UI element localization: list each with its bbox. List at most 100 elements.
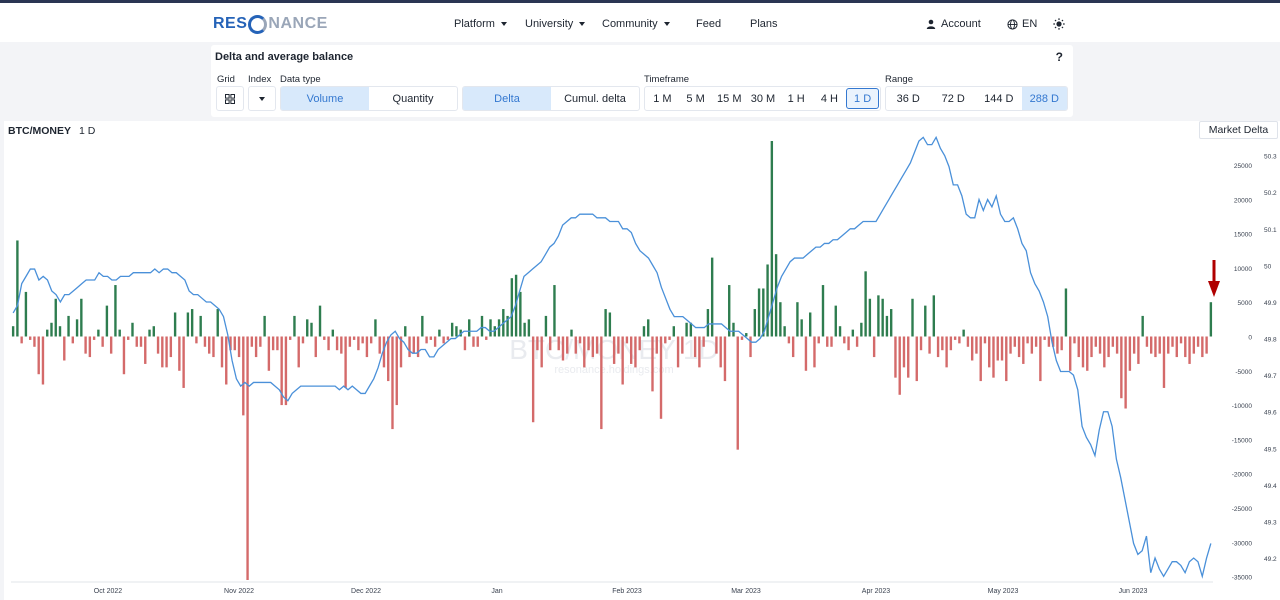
delta-bar [480, 315, 484, 337]
grid-button[interactable] [216, 86, 244, 111]
delta-bar [647, 319, 650, 337]
delta-bar [254, 336, 258, 358]
delta-bar [340, 336, 343, 354]
delta-bar [557, 336, 560, 351]
delta-bar [212, 336, 215, 358]
range-option-36d[interactable]: 36 D [896, 92, 920, 105]
delta-bar [357, 336, 360, 351]
delta-bar [911, 298, 914, 337]
nav-community[interactable]: Community [602, 6, 670, 42]
account-button[interactable]: Account [926, 6, 981, 42]
delta-bar [24, 291, 28, 337]
delta-bar [685, 322, 688, 337]
delta-bar [429, 336, 433, 340]
delta-bar [229, 336, 232, 351]
delta-bar [489, 319, 492, 337]
timeframe-option-4h[interactable]: 4 H [820, 92, 838, 105]
delta-bar [941, 336, 944, 351]
delta-bar [131, 322, 134, 337]
delta-bar [872, 336, 876, 358]
delta-bar [1026, 336, 1029, 344]
delta-bar [561, 336, 565, 361]
mode-cumul-delta-option[interactable]: Cumul. delta [564, 92, 626, 105]
delta-bar [148, 329, 151, 337]
delta-bar [796, 302, 799, 337]
delta-bar [924, 305, 927, 337]
language-selector[interactable]: EN [1007, 6, 1037, 42]
delta-bar [523, 322, 526, 337]
delta-bar [225, 336, 228, 385]
delta-bar [813, 336, 816, 368]
chart-container: BTC/MONEY 1 D Market Delta BTC/MONEY 1D … [4, 121, 1280, 600]
y-tick-label-right: 49.9 [1264, 300, 1277, 307]
delta-bar [672, 326, 675, 337]
delta-bar [412, 336, 415, 354]
delta-bar [702, 336, 705, 347]
delta-bar [996, 336, 999, 361]
delta-bar [676, 336, 680, 368]
range-option-144d[interactable]: 144 D [984, 92, 1014, 105]
market-delta-button[interactable]: Market Delta [1199, 121, 1278, 139]
timeframe-option-5m[interactable]: 5 M [686, 92, 705, 105]
nav-feed[interactable]: Feed [696, 6, 721, 42]
y-tick-label-left: -10000 [1232, 403, 1253, 410]
mode-delta-option[interactable]: Delta [463, 87, 551, 110]
y-tick-label-right: 49.6 [1264, 410, 1277, 417]
delta-bar [1205, 336, 1208, 354]
delta-bar [728, 285, 731, 337]
delta-bar [821, 285, 825, 337]
timeframe-option-15m[interactable]: 15 M [717, 92, 742, 105]
nav-plans[interactable]: Plans [750, 6, 778, 42]
delta-bar [1137, 336, 1140, 364]
delta-bar [595, 336, 599, 354]
nav-plans-label: Plans [750, 18, 778, 30]
theme-toggle[interactable] [1053, 6, 1065, 42]
y-tick-label-left: -35000 [1232, 575, 1253, 582]
delta-bar [1073, 336, 1076, 344]
delta-bar [122, 336, 126, 375]
delta-bar [1124, 336, 1127, 409]
nav-university[interactable]: University [525, 6, 586, 42]
timeframe-option-1m[interactable]: 1 M [653, 92, 672, 105]
delta-bar [84, 336, 87, 354]
data-type-volume-option[interactable]: Volume [281, 87, 369, 110]
delta-bar [638, 336, 641, 351]
help-button[interactable]: ? [1055, 50, 1063, 64]
delta-bar [297, 336, 300, 368]
delta-bar [698, 336, 701, 368]
delta-bar [578, 336, 582, 344]
delta-bar [791, 336, 795, 358]
data-type-quantity-option[interactable]: Quantity [392, 92, 434, 105]
index-dropdown[interactable] [248, 86, 276, 111]
timeframe-option-1d[interactable]: 1 D [846, 88, 879, 109]
delta-bar [659, 336, 663, 419]
delta-bar [348, 336, 352, 347]
y-tick-label-right: 49.8 [1264, 337, 1277, 344]
delta-bar [979, 336, 982, 382]
delta-bar [843, 336, 846, 344]
timeframe-option-1h[interactable]: 1 H [787, 92, 805, 105]
chart-timeframe: 1 D [79, 125, 96, 137]
delta-bar [459, 329, 462, 337]
range-option-72d[interactable]: 72 D [941, 92, 965, 105]
resonance-logo[interactable]: RES NANCE [213, 12, 328, 36]
delta-chart[interactable]: BTC/MONEY 1D resonance.holdings.com 2500… [4, 121, 1280, 600]
timeframe-option-30m[interactable]: 30 M [750, 92, 776, 105]
delta-bar [587, 336, 590, 351]
grid-icon [225, 93, 235, 104]
nav-platform[interactable]: Platform [454, 6, 507, 42]
delta-bar [868, 298, 872, 337]
delta-bar [600, 336, 603, 430]
y-tick-label-left: 15000 [1234, 232, 1252, 239]
delta-bar [63, 336, 66, 361]
index-label: Index [248, 74, 272, 85]
delta-bar [485, 336, 488, 340]
delta-bar [1047, 336, 1051, 347]
delta-bar [114, 285, 117, 337]
range-option-288d[interactable]: 288 D [1021, 87, 1067, 110]
delta-bar [681, 336, 684, 354]
delta-bar [365, 336, 369, 358]
delta-bar [851, 329, 855, 337]
delta-bar [173, 312, 177, 337]
delta-bar [958, 336, 961, 344]
